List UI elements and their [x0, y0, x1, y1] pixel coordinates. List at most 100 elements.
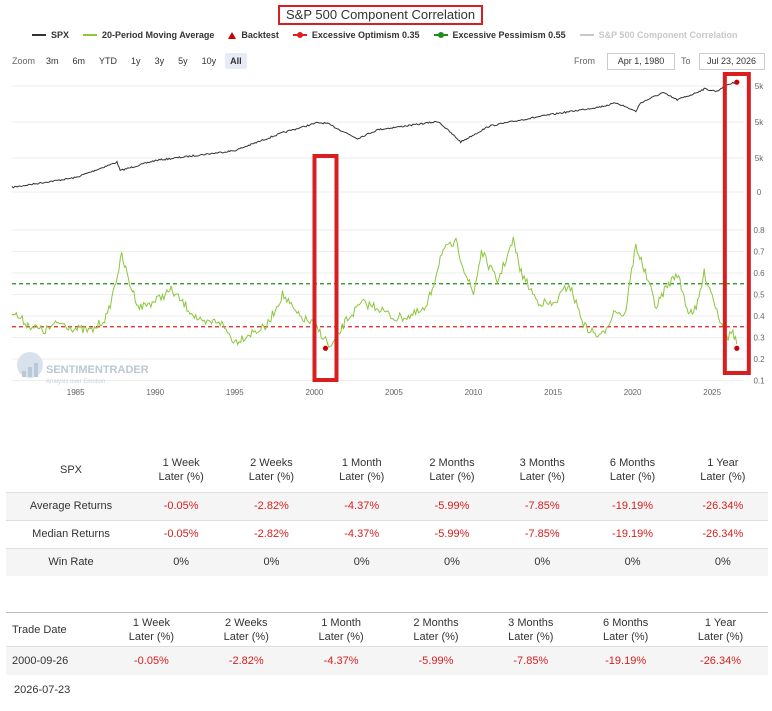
chart-gridlines — [12, 85, 744, 382]
legend-item-moving-average[interactable]: 20-Period Moving Average — [83, 30, 214, 40]
spx-latest-point — [734, 79, 740, 85]
from-label: From — [574, 56, 595, 66]
y-tick-label: 0.1 — [753, 377, 765, 386]
table-cell: 0% — [444, 556, 460, 569]
table-cell: 0% — [263, 556, 280, 569]
trades-header-6m: 6 Months Later (%) — [603, 616, 649, 643]
sentimentrader-logo: SENTIMENTRADER Analysis over Emotion — [17, 352, 149, 385]
trades-header-1m: 1 Month Later (%) — [318, 616, 364, 643]
table-cell: 0% — [534, 556, 551, 569]
stats-header-2m: 2 Months Later (%) — [429, 456, 475, 483]
row-label-average: Average Returns — [29, 500, 113, 512]
to-date-input[interactable] — [698, 52, 765, 70]
x-tick-label: 2025 — [703, 388, 721, 397]
stats-header-2w: 2 Weeks Later (%) — [248, 456, 295, 483]
legend-item-excessive-optimism[interactable]: Excessive Optimism 0.35 — [292, 30, 420, 40]
table-cell: -7.85% — [524, 500, 560, 512]
zoom-button-6m[interactable]: 6m — [67, 53, 91, 69]
table-cell: -19.19% — [605, 654, 647, 667]
table-cell: -19.19% — [612, 500, 654, 512]
x-tick-label: 1990 — [146, 388, 164, 397]
trades-corner-label: Trade Date — [12, 623, 67, 636]
table-cell: -5.99% — [434, 500, 470, 512]
backtest-markers — [322, 79, 740, 351]
zoom-controls: Zoom 3m 6m YTD 1y 3y 5y 10y All — [12, 52, 251, 70]
trades-table: Trade Date 1 Week Later (%) 2 Weeks Later … — [6, 612, 768, 675]
trades-header-2w: 2 Weeks Later (%) — [223, 616, 269, 643]
y-tick-label: 5k — [755, 118, 764, 127]
zoom-label: Zoom — [12, 56, 36, 66]
legend-swatch-pessimism — [433, 31, 448, 39]
y-tick-label: 0.8 — [753, 226, 765, 235]
watermark-text: SENTIMENTRADER — [46, 364, 149, 376]
backtest-point — [322, 345, 329, 351]
y-tick-label: 0.6 — [753, 269, 765, 278]
table-cell: -26.34% — [702, 528, 744, 540]
date-range-controls: From To — [574, 52, 765, 70]
table-cell: -2.82% — [253, 528, 289, 540]
legend-item-component-correlation[interactable]: S&P 500 Component Correlation — [579, 30, 737, 40]
legend-swatch-spx — [32, 34, 46, 36]
stats-header-row: SPX 1 Week Later (%) 2 Weeks Later (%) 1 M… — [6, 448, 768, 492]
y-tick-label: 0.3 — [753, 334, 765, 343]
table-cell: -19.19% — [612, 528, 654, 540]
y-tick-label: 0.7 — [753, 247, 765, 256]
backtest-point — [734, 345, 740, 351]
table-row: Median Returns -0.05% -2.82% -4.37% -5.9… — [6, 520, 768, 548]
chart-series — [11, 81, 738, 348]
x-tick-label: 2010 — [465, 388, 483, 397]
y-tick-label: 0.2 — [753, 355, 765, 364]
stats-header-1y: 1 Year Later (%) — [700, 456, 746, 483]
moving-average-line — [11, 236, 738, 348]
y-tick-label: 0.4 — [753, 312, 765, 321]
table-cell: -7.85% — [513, 654, 549, 667]
from-date-input[interactable] — [607, 52, 675, 70]
x-axis: 1985 1990 1995 2000 2005 2010 2015 2020 2025 — [67, 388, 722, 397]
y-tick-label: 5k — [755, 154, 764, 163]
zoom-button-all[interactable]: All — [225, 53, 247, 69]
logo-bar — [28, 367, 32, 377]
zoom-button-1y[interactable]: 1y — [126, 53, 146, 69]
table-cell: 0% — [714, 556, 731, 569]
trades-header-row: Trade Date 1 Week Later (%) 2 Weeks Later … — [6, 612, 768, 647]
y-tick-label: 0.5 — [753, 291, 765, 300]
zoom-button-ytd[interactable]: YTD — [94, 53, 123, 69]
legend-label-pessimism: Excessive Pessimism 0.55 — [452, 30, 566, 40]
table-row[interactable]: 2000-09-26 -0.05% -2.82% -4.37% -5.99% -… — [6, 646, 768, 675]
triangle-icon — [228, 31, 237, 39]
zoom-button-3y[interactable]: 3y — [149, 53, 170, 69]
zoom-button-3m[interactable]: 3m — [41, 53, 64, 69]
trades-header-1w: 1 Week Later (%) — [128, 616, 175, 643]
legend-item-backtest[interactable]: Backtest — [228, 30, 279, 40]
table-cell: -7.85% — [524, 528, 560, 540]
highlight-box-2026 — [722, 72, 751, 375]
table-row: Win Rate 0% 0% 0% 0% 0% 0% 0% — [6, 548, 768, 576]
threshold-lines — [12, 283, 744, 328]
stats-table: SPX 1 Week Later (%) 2 Weeks Later (%) 1 M… — [6, 448, 768, 576]
x-tick-label: 1985 — [67, 388, 85, 397]
table-cell: -2.82% — [253, 500, 289, 512]
spx-line — [11, 81, 738, 189]
trades-header-2m: 2 Months Later (%) — [413, 616, 459, 643]
x-tick-label: 2000 — [305, 388, 323, 397]
y-tick-label: 5k — [755, 82, 764, 91]
highlight-box-2000 — [312, 154, 339, 382]
row-label-win-rate: Win Rate — [48, 556, 94, 569]
row-label-median: Median Returns — [32, 528, 110, 540]
logo-bar — [34, 363, 38, 377]
table-cell: 0% — [353, 556, 370, 569]
logo-bar — [22, 371, 26, 377]
table-cell: -5.99% — [418, 654, 454, 667]
zoom-button-5y[interactable]: 5y — [173, 53, 193, 69]
trade-date-cell: 2000-09-26 — [12, 654, 69, 667]
table-cell: -26.34% — [702, 500, 744, 512]
chart-legend: SPX 20-Period Moving Average Backtest Ex… — [32, 29, 751, 41]
x-tick-label: 2005 — [385, 388, 403, 397]
x-tick-label: 2015 — [544, 388, 562, 397]
legend-item-spx[interactable]: SPX — [32, 30, 69, 40]
legend-swatch-correlation — [579, 34, 594, 36]
legend-item-excessive-pessimism[interactable]: Excessive Pessimism 0.55 — [433, 30, 566, 40]
zoom-button-10y[interactable]: 10y — [196, 53, 222, 69]
x-tick-label: 1995 — [226, 388, 244, 397]
